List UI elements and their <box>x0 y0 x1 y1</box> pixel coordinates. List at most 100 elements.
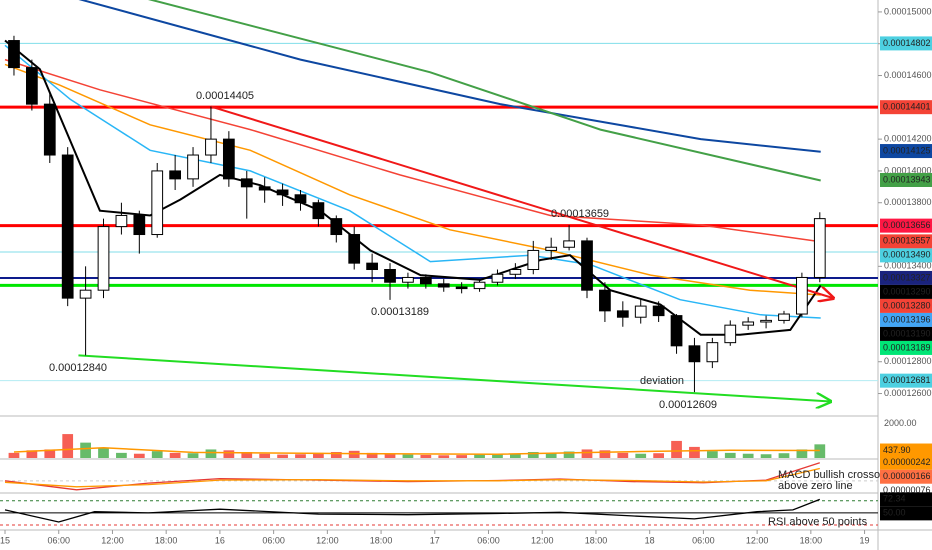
volume-bar <box>671 440 682 458</box>
candle-body <box>455 286 468 290</box>
price-tag-label: 0.00013327 <box>883 272 931 282</box>
annotation: 0.00013189 <box>371 306 429 318</box>
candle-body <box>402 276 414 283</box>
volume-bar <box>98 447 109 458</box>
candle-body <box>294 194 307 204</box>
candle-body <box>670 315 683 347</box>
candle-body <box>348 234 361 264</box>
price-tag <box>880 492 932 507</box>
y-tick-label: 0.00014000 <box>884 165 932 175</box>
price-tag <box>880 284 932 299</box>
candle-body <box>205 138 217 156</box>
price-tag <box>880 270 932 285</box>
y-tick-label: 0.00012800 <box>884 356 932 366</box>
annotation: 0.00012609 <box>659 399 717 411</box>
volume-bar <box>456 455 468 458</box>
candle-body <box>419 276 432 285</box>
rsi-annotation: RSI above 50 points <box>768 516 868 528</box>
candle-body <box>8 40 20 69</box>
price-tag-label: 437.90 <box>883 445 911 455</box>
price-tag <box>880 312 932 327</box>
candle-body <box>169 170 182 180</box>
price-tag <box>880 455 932 470</box>
price-tag <box>880 144 932 159</box>
price-tag-label: 0.00013189 <box>883 342 931 352</box>
price-tag-label: 0.00000166 <box>883 471 931 481</box>
x-tick-label: 18:00 <box>800 535 823 545</box>
moving-average <box>4 44 821 319</box>
volume-tick-label: 2000.00 <box>884 418 917 428</box>
x-tick-label: 18:00 <box>155 535 178 545</box>
volume-bar <box>277 454 288 458</box>
candle-body <box>527 249 540 271</box>
volume-bar <box>295 454 306 458</box>
moving-average <box>4 39 822 336</box>
price-tag-label: 0.00014802 <box>883 38 931 48</box>
candle-body <box>151 170 164 236</box>
volume-bar <box>599 450 611 458</box>
volume-bar <box>402 454 414 458</box>
candle-body <box>330 218 343 236</box>
x-tick-label: 16 <box>215 535 225 545</box>
volume-bar <box>689 446 700 458</box>
candle-body <box>79 289 92 299</box>
candle-body <box>61 154 74 299</box>
candle-body <box>813 218 826 278</box>
y-tick-label: 0.00015000 <box>884 6 932 16</box>
volume-bar <box>581 449 593 458</box>
candle-body <box>616 310 629 318</box>
candle-body <box>240 178 253 188</box>
candle-body <box>491 273 504 283</box>
candle-body <box>312 202 325 220</box>
volume-bar <box>223 450 235 458</box>
annotation: deviation <box>640 375 684 387</box>
x-tick-label: 12:00 <box>316 535 339 545</box>
candle-body <box>563 240 575 248</box>
x-tick-label: 12:00 <box>101 535 124 545</box>
moving-average <box>78 0 821 153</box>
price-tag-label: 50.00 <box>883 508 906 518</box>
price-tag <box>880 506 932 521</box>
rsi-line <box>4 498 821 523</box>
volume-bar <box>116 452 127 458</box>
macd-annotation: MACD bullish crossover <box>778 469 896 481</box>
price-tag <box>880 100 932 115</box>
price-tag-label: 0.00013280 <box>883 300 931 310</box>
volume-bar <box>814 444 826 458</box>
volume-bar <box>205 449 217 458</box>
candle-body <box>796 276 808 315</box>
volume-bar <box>563 451 575 458</box>
price-tag-label: 0.00013557 <box>883 236 931 246</box>
volume-bar <box>492 453 503 458</box>
price-tag <box>880 298 932 313</box>
x-tick-label: 15 <box>0 535 10 545</box>
y-tick-label: 0.00012600 <box>884 388 932 398</box>
volume-bar <box>510 454 521 458</box>
volume-bar <box>366 452 378 458</box>
x-tick-label: 18:00 <box>370 535 393 545</box>
volume-bar <box>778 453 790 458</box>
volume-ma <box>13 447 820 455</box>
price-tag <box>880 443 932 458</box>
candle-body <box>688 345 701 363</box>
trend-line <box>210 105 833 299</box>
annotation: 0.00014405 <box>196 90 254 102</box>
volume-bar <box>635 453 647 458</box>
price-tag <box>880 218 932 233</box>
price-tag <box>880 469 932 484</box>
volume-bar <box>241 452 253 458</box>
moving-average <box>4 58 821 243</box>
volume-bar <box>26 450 38 458</box>
volume-bar <box>617 452 629 458</box>
price-tag-label: 0.00014401 <box>883 102 931 112</box>
candle-body <box>652 305 665 317</box>
candle-body <box>187 154 199 180</box>
volume-bar <box>348 450 360 458</box>
price-tag <box>880 234 932 249</box>
price-tag-label: 0.00013190 <box>883 328 931 338</box>
volume-bar <box>438 455 450 458</box>
x-tick-label: 06:00 <box>692 535 715 545</box>
price-tag <box>880 373 932 388</box>
price-tag <box>880 326 932 341</box>
x-tick-label: 18:00 <box>585 535 608 545</box>
